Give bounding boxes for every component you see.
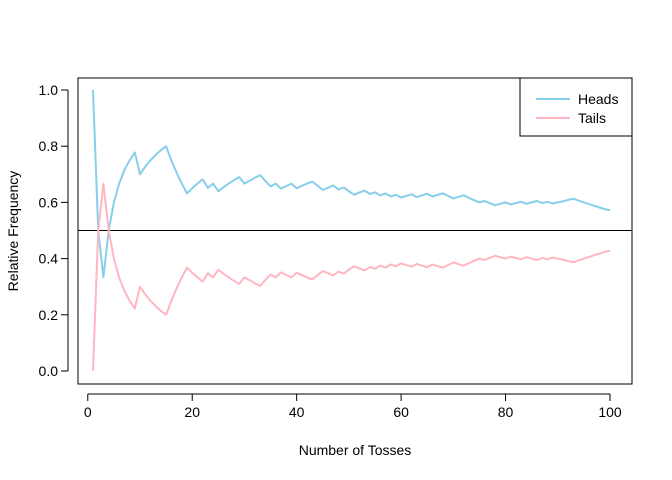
y-tick-label: 1.0 [39,82,59,98]
heads-line [92,89,611,279]
y-tick-label: 0.8 [39,138,59,154]
x-tick-label: 100 [598,404,622,420]
legend: Heads Tails [519,77,633,137]
x-axis-title: Number of Tosses [299,442,412,458]
y-tick-label: 0.0 [39,363,59,379]
y-tick-label: 0.2 [39,307,59,323]
y-ticks: 0.0 0.2 0.4 0.6 0.8 1.0 [39,82,68,379]
x-tick-label: 60 [393,404,409,420]
tails-line [92,182,611,372]
x-tick-label: 80 [498,404,514,420]
x-ticks: 0 20 40 60 80 100 [84,394,622,420]
legend-label-tails: Tails [578,110,606,126]
legend-label-heads: Heads [578,91,618,107]
x-tick-label: 40 [289,404,305,420]
y-axis-title: Relative Frequency [5,171,21,292]
x-tick-label: 0 [84,404,92,420]
x-tick-label: 20 [184,404,200,420]
y-tick-label: 0.4 [39,251,59,267]
y-tick-label: 0.6 [39,194,59,210]
legend-box [519,77,633,137]
